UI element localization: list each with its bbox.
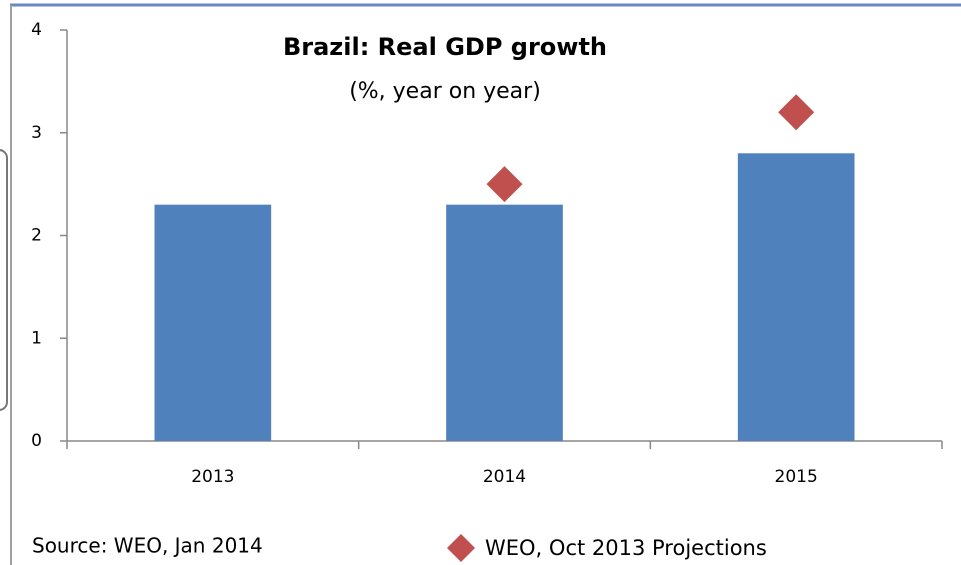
diamond-marker <box>486 166 523 203</box>
x-tick-label: 2015 <box>775 467 818 487</box>
chart-subtitle: (%, year on year) <box>349 79 541 104</box>
legend-label: WEO, Oct 2013 Projections <box>485 536 767 560</box>
y-tick-label: 1 <box>31 328 42 348</box>
x-tick-label: 2013 <box>191 467 234 487</box>
y-tick-label: 4 <box>31 20 42 40</box>
y-tick-label: 3 <box>31 123 42 143</box>
y-tick-label: 2 <box>31 226 42 246</box>
x-tick-label: 2014 <box>483 467 526 487</box>
y-tick-label: 0 <box>31 431 42 451</box>
bar <box>154 204 272 441</box>
diamond-marker <box>778 94 815 131</box>
bar <box>737 153 855 442</box>
chart-title: Brazil: Real GDP growth <box>283 33 607 61</box>
legend-marker <box>447 534 475 562</box>
side-handle <box>0 149 8 411</box>
source-note: Source: WEO, Jan 2014 <box>32 534 263 558</box>
bar <box>446 204 563 441</box>
